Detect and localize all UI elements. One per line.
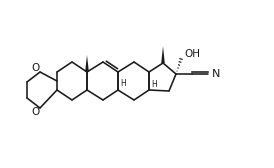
Text: O: O xyxy=(32,63,40,73)
Text: O: O xyxy=(32,107,40,117)
Text: H: H xyxy=(120,79,126,88)
Polygon shape xyxy=(161,46,165,63)
Text: OH: OH xyxy=(184,49,200,59)
Text: N: N xyxy=(212,69,220,79)
Polygon shape xyxy=(85,55,89,72)
Text: H: H xyxy=(151,80,157,89)
